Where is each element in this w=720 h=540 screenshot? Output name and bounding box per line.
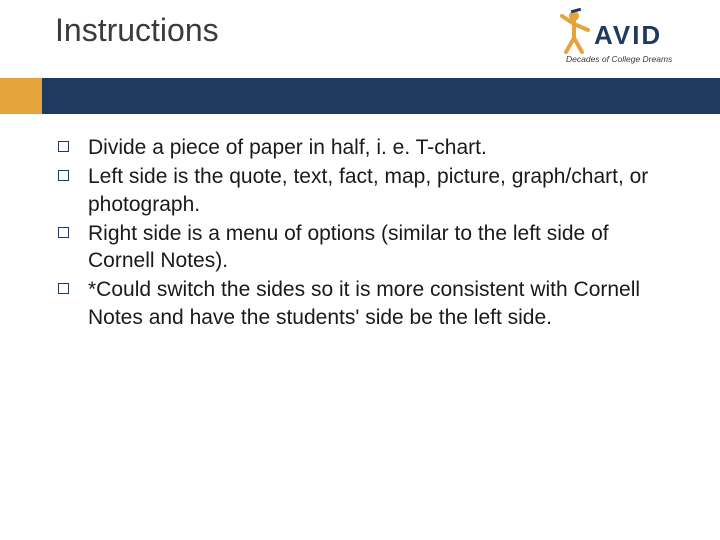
bar-accent bbox=[0, 78, 42, 114]
list-item: Left side is the quote, text, fact, map,… bbox=[58, 163, 680, 218]
bar-main bbox=[42, 78, 720, 114]
bullet-icon bbox=[58, 170, 69, 181]
bullet-icon bbox=[58, 283, 69, 294]
content-area: Divide a piece of paper in half, i. e. T… bbox=[58, 134, 680, 333]
list-item: Right side is a menu of options (similar… bbox=[58, 220, 680, 275]
bullet-icon bbox=[58, 141, 69, 152]
bullet-text: Right side is a menu of options (similar… bbox=[88, 222, 609, 272]
bullet-text: Left side is the quote, text, fact, map,… bbox=[88, 165, 648, 215]
slide: Instructions AVID Decades of College Dre… bbox=[0, 0, 720, 540]
header-bar bbox=[0, 78, 720, 114]
bullet-icon bbox=[58, 227, 69, 238]
logo-body bbox=[562, 16, 588, 52]
logo-brand-text: AVID bbox=[594, 20, 662, 51]
avid-figure-icon bbox=[554, 8, 594, 56]
bullet-text: *Could switch the sides so it is more co… bbox=[88, 278, 640, 328]
avid-logo: AVID Decades of College Dreams bbox=[560, 8, 690, 78]
list-item: Divide a piece of paper in half, i. e. T… bbox=[58, 134, 680, 161]
bullet-text: Divide a piece of paper in half, i. e. T… bbox=[88, 136, 487, 159]
logo-tagline: Decades of College Dreams bbox=[566, 54, 672, 64]
header: Instructions AVID Decades of College Dre… bbox=[0, 0, 720, 78]
list-item: *Could switch the sides so it is more co… bbox=[58, 276, 680, 331]
bullet-list: Divide a piece of paper in half, i. e. T… bbox=[58, 134, 680, 331]
